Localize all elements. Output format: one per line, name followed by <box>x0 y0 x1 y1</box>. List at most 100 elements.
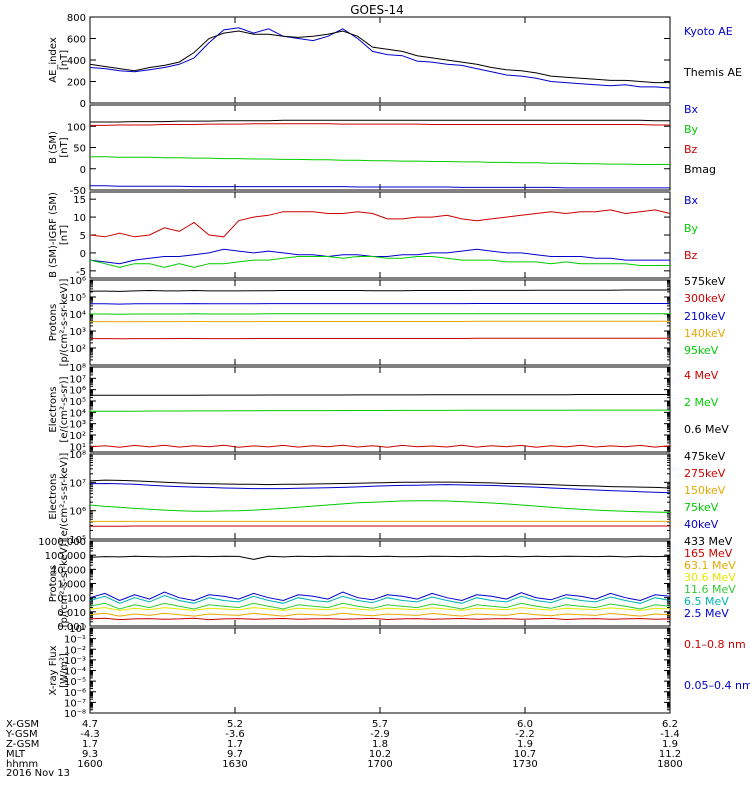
y-tick-label: 10³ <box>69 420 86 431</box>
x-row-value: 1700 <box>367 759 392 770</box>
legend-entry: 75keV <box>684 501 719 514</box>
legend-entry: 210keV <box>684 310 726 323</box>
legend-entry: 0.1–0.8 nm <box>684 638 746 651</box>
series-line-bz <box>90 210 670 237</box>
y-axis-label: X-ray Flux <box>48 645 59 695</box>
legend-entry: By <box>684 222 699 235</box>
series-line-bz <box>90 124 670 126</box>
series-line-bx <box>90 249 670 263</box>
y-tick-label: 10⁶ <box>69 386 86 397</box>
series-line-575kev <box>90 290 670 291</box>
series-line-95kev <box>90 314 670 315</box>
series-line-bmag <box>90 120 670 122</box>
y-tick-label: 50 <box>73 144 86 155</box>
y-tick-label: 200 <box>67 78 86 89</box>
series-line-140kev <box>90 321 670 322</box>
x-row-value: 1630 <box>222 759 247 770</box>
y-tick-label: 10⁶ <box>69 507 86 518</box>
y-tick-label: 10 <box>73 213 86 224</box>
x-row-value: 1600 <box>77 759 102 770</box>
series-line-433-mev <box>90 556 670 559</box>
y-axis-label: [p/(cm²-s-sr-keV)] <box>59 279 70 367</box>
panel-frame <box>90 17 670 103</box>
legend-entry: Bx <box>684 194 699 207</box>
legend-entry: 0.05–0.4 nm <box>684 679 750 692</box>
y-tick-label: 10⁴ <box>69 408 86 419</box>
y-axis-label: B (SM)-IGRF (SM) <box>48 192 59 278</box>
y-axis-label: [p/(cm²-s-sr-keV)] <box>59 540 70 628</box>
series-line-2-mev <box>90 410 670 411</box>
legend-entry: 140keV <box>684 327 726 340</box>
series-line-2-5-mev <box>90 592 670 601</box>
legend-entry: 300keV <box>684 292 726 305</box>
legend-entry: 2.5 MeV <box>684 607 729 620</box>
series-line-0-6-mev <box>90 395 670 396</box>
y-axis-label: [e/(cm²-s-sr-keV)] <box>59 453 70 541</box>
legend-entry: By <box>684 123 699 136</box>
legend-entry: 2 MeV <box>684 396 719 409</box>
y-axis-label: [W/m²] <box>59 653 70 688</box>
x-row-value: 1800 <box>657 759 682 770</box>
y-axis-label: [e/(cm²-s-sr)] <box>59 376 70 442</box>
y-tick-label: 10² <box>69 431 86 442</box>
panel-frame <box>90 192 670 278</box>
series-line-300kev <box>90 338 670 339</box>
legend-entry: 4 MeV <box>684 369 719 382</box>
y-tick-label: 10⁸ <box>69 363 86 374</box>
y-tick-label: 10⁵ <box>69 397 86 408</box>
series-line-kyoto-ae <box>90 28 670 88</box>
y-tick-label: 10⁻⁶ <box>64 688 86 699</box>
series-line-by <box>90 157 670 165</box>
y-axis-label: [nT] <box>59 50 70 70</box>
series-line-themis-ae <box>90 31 670 83</box>
y-tick-label: 0 <box>80 99 86 110</box>
legend-entry: 95keV <box>684 344 719 357</box>
y-tick-label: 10⁰ <box>69 624 86 635</box>
legend-entry: Bx <box>684 103 699 116</box>
y-tick-label: 10² <box>69 344 86 355</box>
y-axis-label: Electrons <box>48 386 59 432</box>
y-axis-label: B (SM) <box>48 131 59 164</box>
chart-title: GOES-14 <box>350 3 404 17</box>
y-tick-label: 10⁷ <box>69 478 86 489</box>
panel-frame <box>90 105 670 190</box>
panel-frame <box>90 367 670 452</box>
series-line-75kev <box>90 501 670 513</box>
x-row-value: 1730 <box>512 759 537 770</box>
panel-frame <box>90 628 670 713</box>
legend-entry: 150keV <box>684 484 726 497</box>
legend-entry: 475keV <box>684 450 726 463</box>
y-tick-label: 0 <box>80 249 86 260</box>
y-tick-label: 5 <box>80 231 86 242</box>
legend-entry: Bz <box>684 249 698 262</box>
series-line-165-mev <box>90 618 670 619</box>
series-line-11-6-mev <box>90 603 670 609</box>
y-axis-label: [nT] <box>59 225 70 245</box>
y-axis-label: Electrons <box>48 473 59 519</box>
series-line-63-1-mev <box>90 613 670 616</box>
y-tick-label: 10⁻⁷ <box>64 698 86 709</box>
series-line-210kev <box>90 304 670 305</box>
series-line-30-6-mev <box>90 608 670 611</box>
legend-entry: 40keV <box>684 518 719 531</box>
legend-entry: Bmag <box>684 163 716 176</box>
legend-entry: Themis AE <box>683 66 742 79</box>
series-line-by <box>90 257 670 268</box>
y-axis-label: [nT] <box>59 137 70 157</box>
y-tick-label: 10³ <box>69 327 86 338</box>
y-tick-label: 600 <box>67 35 86 46</box>
y-tick-label: 10⁻¹ <box>64 635 86 646</box>
y-axis-label: Protons <box>48 565 59 602</box>
series-line-40kev <box>90 484 670 493</box>
legend-entry: Kyoto AE <box>684 25 733 38</box>
y-tick-label: 10⁶ <box>69 276 86 287</box>
legend-entry: Bz <box>684 143 698 156</box>
panel-frame <box>90 280 670 365</box>
y-tick-label: 100 <box>67 122 86 133</box>
y-axis-label: AE_index <box>48 37 59 83</box>
y-tick-label: 800 <box>67 13 86 24</box>
y-tick-label: 10⁵ <box>69 293 86 304</box>
y-tick-label: 10⁷ <box>69 374 86 385</box>
